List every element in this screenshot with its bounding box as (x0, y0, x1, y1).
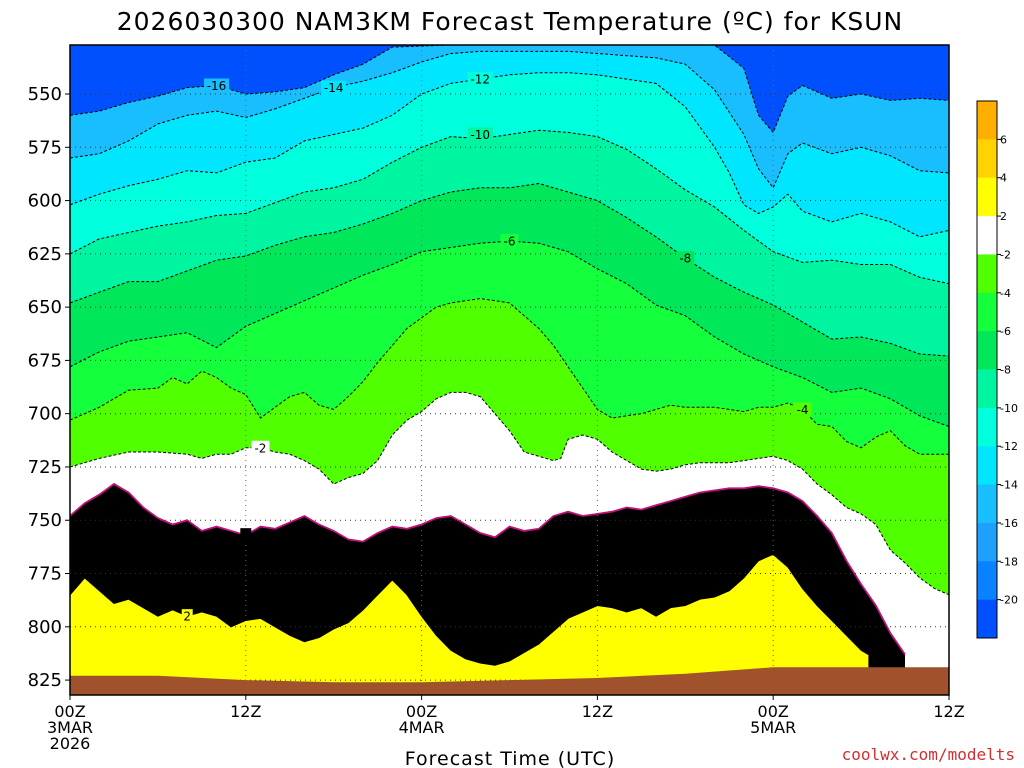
x-tick-label: 00Z (758, 702, 789, 721)
y-tick-label: 725 (28, 457, 62, 478)
colorbar-segment (977, 216, 997, 255)
y-tick-label: 750 (28, 510, 62, 531)
colorbar-label: -12 (1000, 440, 1018, 453)
y-tick-label: 675 (28, 350, 62, 371)
contour-label-bg (467, 72, 493, 87)
y-tick-label: 600 (28, 191, 62, 212)
contour-layer: -16 -14 -12 -10 -8 -6 -4 -2 0 2 (70, 45, 949, 666)
ground-layer (70, 667, 949, 695)
plot-area: -16 -14 -12 -10 -8 -6 -4 -2 0 2 (70, 45, 949, 695)
contour-label-2: 2 (183, 610, 191, 624)
contour-label--10: -10 (470, 128, 490, 142)
colorbar-label: -4 (1000, 287, 1011, 300)
contour-label--12: -12 (470, 73, 490, 87)
credit-text: coolwx.com/modelts (842, 745, 1015, 764)
y-tick-label: 775 (28, 564, 62, 585)
y-tick-label: 800 (28, 617, 62, 638)
colorbar-label: -8 (1000, 364, 1011, 377)
contour-label-bg (500, 234, 519, 249)
y-tick-label: 700 (28, 404, 62, 425)
plot-frame (69, 44, 950, 696)
colorbar-segment (977, 522, 997, 562)
terrain-surface (70, 667, 949, 695)
colorbar-segment (977, 446, 997, 486)
colorbar-segment (977, 177, 997, 217)
grid-layer (70, 45, 949, 695)
y-tick-label: 825 (28, 670, 62, 691)
contour-label-bg (676, 251, 695, 266)
contour-label--14: -14 (324, 81, 344, 95)
contour-label--16: -16 (207, 79, 227, 93)
colorbar-segment (977, 484, 997, 524)
chart-title: 2026030300 NAM3KM Forecast Temperature (… (117, 7, 904, 36)
contour-label-bg (321, 80, 347, 95)
colorbar-label: 6 (1000, 133, 1007, 146)
contour-line--12 (70, 72, 949, 238)
colorbar-segment (977, 139, 997, 179)
x-tick-label: 12Z (582, 702, 613, 721)
colorbar-segment (977, 407, 997, 447)
contour-line--10 (70, 129, 949, 285)
colorbar-segment (977, 101, 997, 140)
contour-label-bg (240, 528, 252, 543)
y-tick-label: 650 (28, 297, 62, 318)
x-tick-label: 4MAR (399, 718, 445, 737)
colorbar-label: 2 (1000, 210, 1007, 223)
contour-label--6: -6 (504, 235, 516, 249)
x-axis-label: Forecast Time (UTC) (405, 748, 615, 768)
y-tick-label: 550 (28, 84, 62, 105)
colorbar-label: -6 (1000, 325, 1011, 338)
contour-line--16 (70, 45, 949, 134)
x-tick-label: 2026 (50, 734, 91, 753)
colorbar-label: -10 (1000, 402, 1018, 415)
colorbar-segment (977, 331, 997, 370)
colorbar-label: -2 (1000, 248, 1011, 261)
contour-label--2: -2 (254, 441, 266, 455)
colorbar-label: 4 (1000, 172, 1007, 185)
x-tick-label: 12Z (230, 702, 261, 721)
contour-label--4: -4 (797, 403, 809, 417)
contour-label--8: -8 (679, 252, 691, 266)
x-tick-label: 5MAR (750, 718, 796, 737)
contour-label-bg (204, 78, 229, 93)
x-tick-label: 00Z (54, 702, 85, 721)
y-tick-label: 575 (28, 137, 62, 158)
contour-label-0: 0 (242, 529, 250, 543)
contour-label-bg (251, 440, 270, 455)
colorbar-label: -20 (1000, 594, 1018, 607)
colorbar-segment (977, 254, 997, 294)
x-tick-label: 12Z (933, 702, 964, 721)
colorbar-label: -14 (1000, 479, 1018, 492)
contour-label-bg (181, 609, 193, 624)
colorbar-label: -16 (1000, 517, 1018, 530)
contour-line-2 (70, 553, 869, 666)
x-tick-label: 3MAR (47, 718, 93, 737)
band-above-2 (70, 554, 869, 695)
contour-label-bg (467, 127, 493, 142)
x-tick-label: 00Z (406, 702, 437, 721)
colorbar: -20 -18 -16 -14 -12 -10 -8 -6 -4 -2 2 4 6 (976, 100, 1018, 639)
y-axis: 550 575 600 625 650 675 700 725 750 775 800 825 (28, 84, 70, 691)
colorbar-segment (977, 599, 997, 639)
colorbar-label: -18 (1000, 555, 1018, 568)
contour-line--4 (70, 298, 949, 455)
colorbar-segment (977, 369, 997, 409)
contour-line-0 (70, 482, 906, 656)
contour-line--8 (70, 182, 949, 357)
colorbar-segment (977, 292, 997, 332)
temperature-fill-layer (70, 45, 949, 695)
y-tick-label: 625 (28, 244, 62, 265)
colorbar-segment (977, 561, 997, 601)
contour-line--14 (70, 50, 949, 189)
contour-label-bg (793, 402, 812, 417)
